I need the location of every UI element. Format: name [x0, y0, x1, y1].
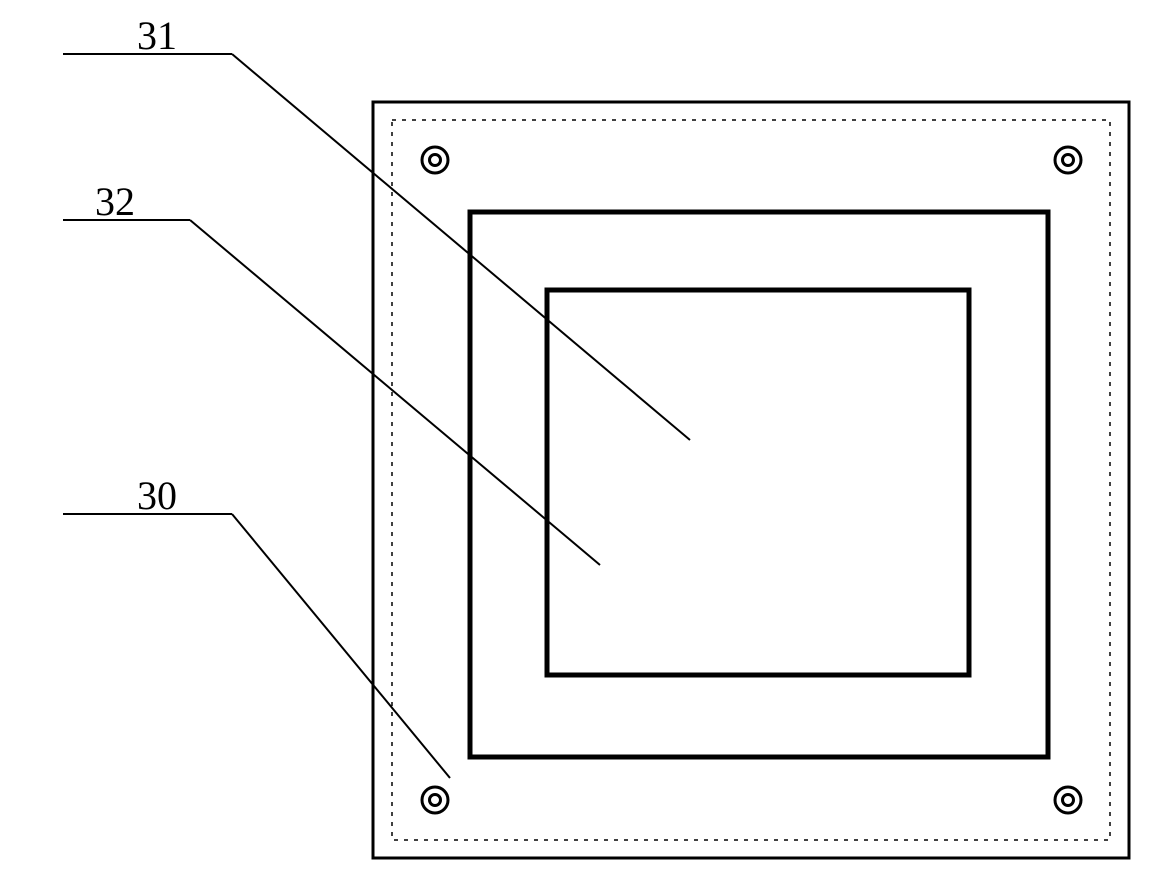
callout-label-31: 31: [137, 12, 177, 59]
callout-label-32: 32: [95, 178, 135, 225]
callout-label-30: 30: [137, 472, 177, 519]
diagram-svg: [0, 0, 1149, 879]
